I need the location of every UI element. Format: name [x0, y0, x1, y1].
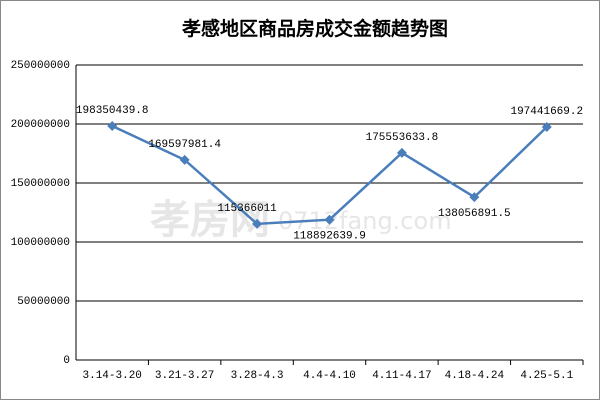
x-tick-label: 4.4-4.10 [303, 370, 356, 382]
chart-title: 孝感地区商品房成交金额趋势图 [182, 17, 448, 40]
x-tick-label: 4.18-4.24 [445, 370, 505, 382]
marker [107, 120, 118, 131]
marker [252, 218, 263, 229]
marker [469, 192, 480, 203]
data-label: 197441669.2 [510, 106, 583, 118]
data-label: 138056891.5 [438, 208, 511, 220]
x-tick-label: 4.25-5.1 [520, 370, 573, 382]
marker [324, 214, 335, 225]
marker [541, 122, 552, 133]
y-tick-label: 250000000 [11, 60, 70, 72]
x-tick-label: 3.21-3.27 [155, 370, 214, 382]
data-label: 115366011 [217, 203, 277, 215]
y-tick-label: 0 [63, 355, 70, 367]
y-tick-label: 50000000 [17, 296, 70, 308]
marker [179, 154, 190, 165]
data-label: 198350439.8 [76, 105, 149, 117]
data-label: 175553633.8 [366, 132, 439, 144]
watermark: 孝房网 [150, 197, 270, 243]
y-tick-label: 200000000 [11, 119, 70, 131]
y-tick-label: 100000000 [11, 237, 70, 249]
x-tick-label: 3.14-3.20 [83, 370, 142, 382]
marker [396, 147, 407, 158]
y-tick-label: 150000000 [11, 178, 70, 190]
data-label: 118892639.9 [293, 231, 366, 243]
x-tick-label: 3.28-4.3 [231, 370, 284, 382]
x-tick-label: 4.11-4.17 [372, 370, 431, 382]
data-label: 169597981.4 [148, 139, 221, 151]
